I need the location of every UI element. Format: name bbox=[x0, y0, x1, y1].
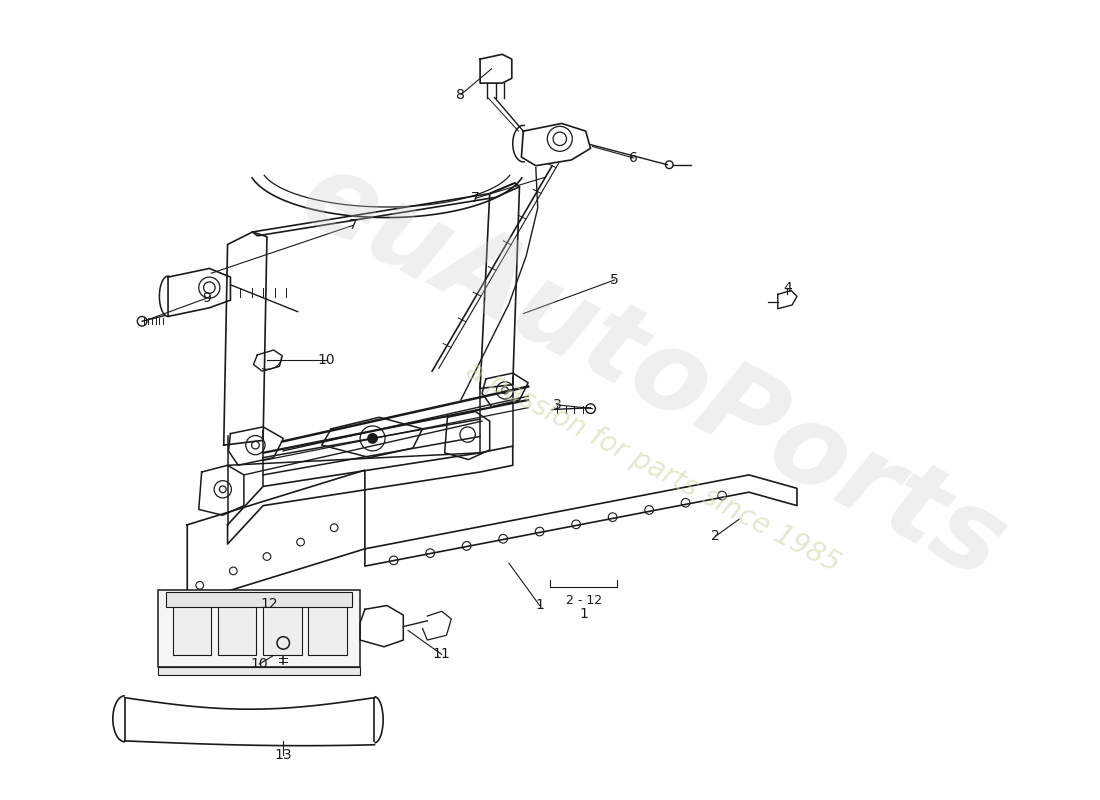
Text: euAutoPorts: euAutoPorts bbox=[283, 141, 1023, 602]
Text: 3: 3 bbox=[552, 398, 561, 412]
Bar bbox=[263, 606, 301, 655]
Text: 2 - 12: 2 - 12 bbox=[565, 594, 602, 607]
Text: 10: 10 bbox=[251, 657, 268, 671]
Text: 12: 12 bbox=[260, 597, 277, 610]
Text: 13: 13 bbox=[275, 748, 293, 762]
Text: 6: 6 bbox=[629, 151, 638, 165]
Bar bbox=[173, 606, 211, 655]
Bar bbox=[218, 606, 256, 655]
Text: 1: 1 bbox=[536, 598, 544, 613]
Circle shape bbox=[367, 434, 377, 443]
Text: 7: 7 bbox=[349, 218, 358, 232]
Text: 5: 5 bbox=[610, 273, 619, 287]
Text: 4: 4 bbox=[783, 281, 792, 294]
Text: 8: 8 bbox=[456, 88, 465, 102]
Text: 1: 1 bbox=[580, 607, 588, 621]
Bar bbox=[166, 592, 352, 607]
Text: 11: 11 bbox=[432, 647, 451, 662]
Text: a passion for parts since 1985: a passion for parts since 1985 bbox=[461, 356, 845, 578]
Text: 10: 10 bbox=[318, 353, 336, 366]
Text: 9: 9 bbox=[202, 291, 211, 306]
Text: 2: 2 bbox=[711, 530, 719, 543]
Text: 7: 7 bbox=[471, 191, 480, 206]
Bar bbox=[308, 606, 346, 655]
Bar bbox=[158, 590, 360, 667]
Bar bbox=[158, 667, 360, 674]
